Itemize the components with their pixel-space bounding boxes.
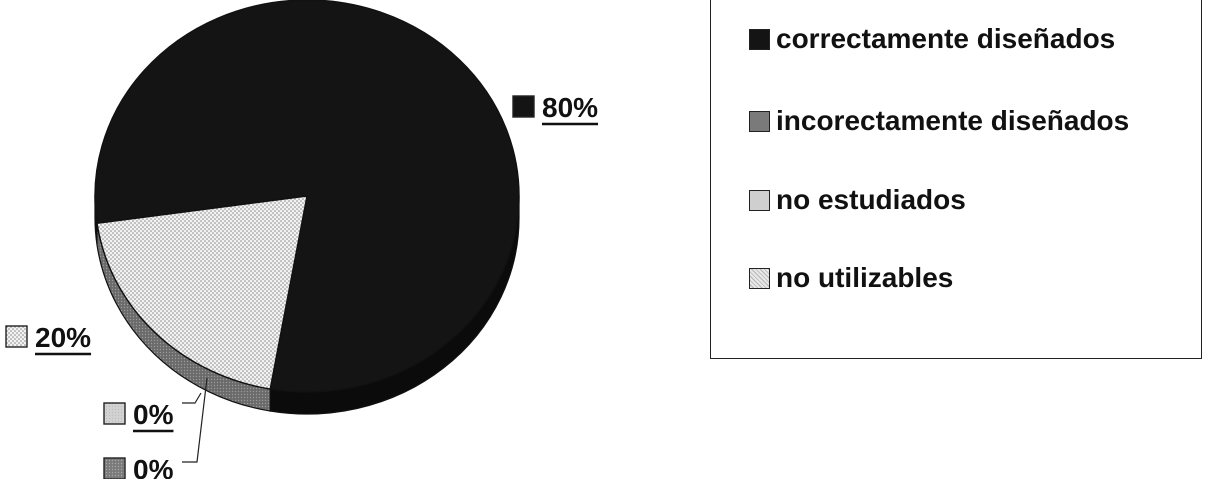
data-label-swatch: [103, 402, 126, 425]
data-label: 0%: [133, 399, 174, 430]
legend-swatch: [749, 110, 770, 132]
data-label-swatch: [5, 325, 28, 348]
legend-label: no utilizables: [776, 262, 954, 293]
legend-item: no utilizables: [749, 262, 953, 294]
leader-line: [182, 392, 202, 404]
legend-label: incorectamente diseñados: [776, 105, 1130, 136]
data-label: 0%: [133, 454, 174, 479]
legend-label: correctamente diseñados: [776, 23, 1116, 54]
pie-chart: 80% 0% 0% 20%: [5, 0, 598, 479]
legend-item: correctamente diseñados: [749, 23, 1115, 55]
pie-slice: [96, 195, 308, 390]
legend-item: no estudiados: [749, 184, 966, 216]
legend: correctamente diseñados incorectamente di…: [710, 0, 1202, 359]
legend-swatch: [749, 267, 770, 289]
leader-line: [182, 377, 208, 463]
data-label-swatch: [512, 95, 535, 118]
legend-item: incorectamente diseñados: [749, 105, 1129, 137]
data-label: 20%: [35, 322, 91, 353]
legend-swatch: [749, 28, 770, 50]
legend-label: no estudiados: [776, 184, 966, 215]
data-label: 80%: [542, 92, 598, 123]
legend-swatch: [749, 189, 770, 211]
data-label-swatch: [103, 457, 126, 479]
